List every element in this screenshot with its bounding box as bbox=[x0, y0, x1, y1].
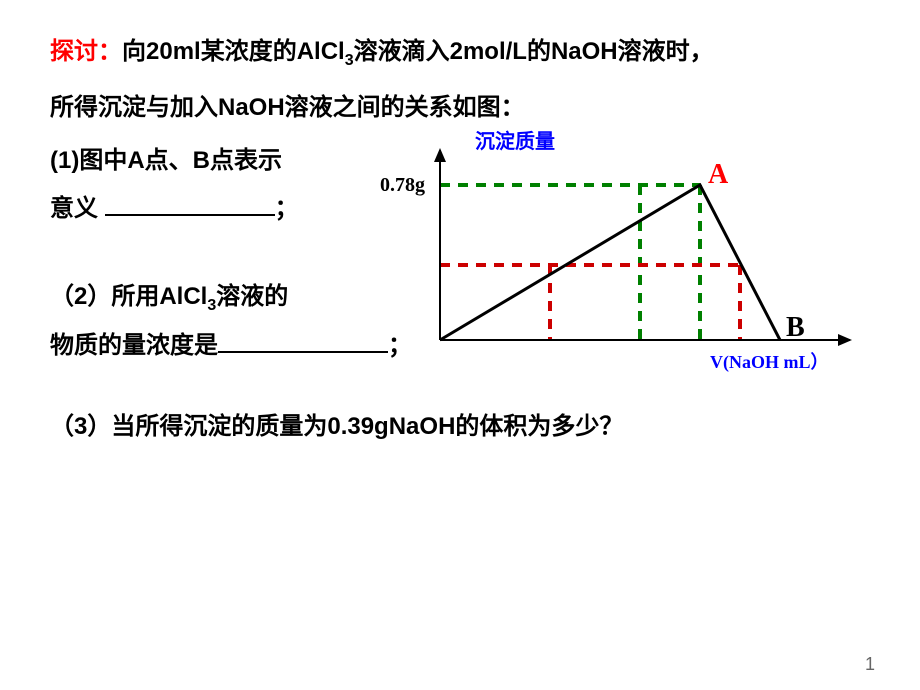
svg-text:B: B bbox=[786, 312, 805, 343]
q2-post: 溶液的 bbox=[216, 283, 288, 310]
q1-blank bbox=[105, 192, 275, 216]
chart: 沉淀质量 0.78g A B V(NaOH mL） bbox=[380, 130, 880, 390]
svg-text:V(NaOH mL）: V(NaOH mL） bbox=[710, 352, 829, 373]
intro-line-1: 探讨：向20ml某浓度的AlCl3溶液滴入2mol/L的NaOH溶液时， bbox=[50, 30, 870, 76]
intro-line-2: 所得沉淀与加入NaOH溶液之间的关系如图： bbox=[50, 86, 870, 129]
svg-text:0.78g: 0.78g bbox=[380, 174, 425, 196]
discuss-label: 探讨： bbox=[50, 38, 122, 65]
q2-prefix: 物质的量浓度是 bbox=[50, 332, 218, 359]
q1-suffix: ； bbox=[275, 195, 299, 222]
chart-svg: 沉淀质量 0.78g A B V(NaOH mL） bbox=[380, 130, 880, 390]
question-3: （3）当所得沉淀的质量为0.39gNaOH的体积为多少？ bbox=[50, 405, 870, 448]
q2-blank bbox=[218, 329, 388, 353]
intro-part1: 向20ml某浓度的AlCl bbox=[122, 38, 345, 65]
q2-sub: 3 bbox=[207, 297, 216, 314]
intro-part2: 溶液滴入2mol/L的NaOH溶液时， bbox=[354, 38, 714, 65]
q1-prefix: 意义 bbox=[50, 195, 105, 222]
svg-text:沉淀质量: 沉淀质量 bbox=[475, 130, 555, 153]
svg-text:A: A bbox=[708, 159, 729, 190]
page-number: 1 bbox=[865, 654, 875, 675]
intro-sub: 3 bbox=[345, 52, 354, 69]
q2-pre: （2）所用AlCl bbox=[50, 283, 207, 310]
